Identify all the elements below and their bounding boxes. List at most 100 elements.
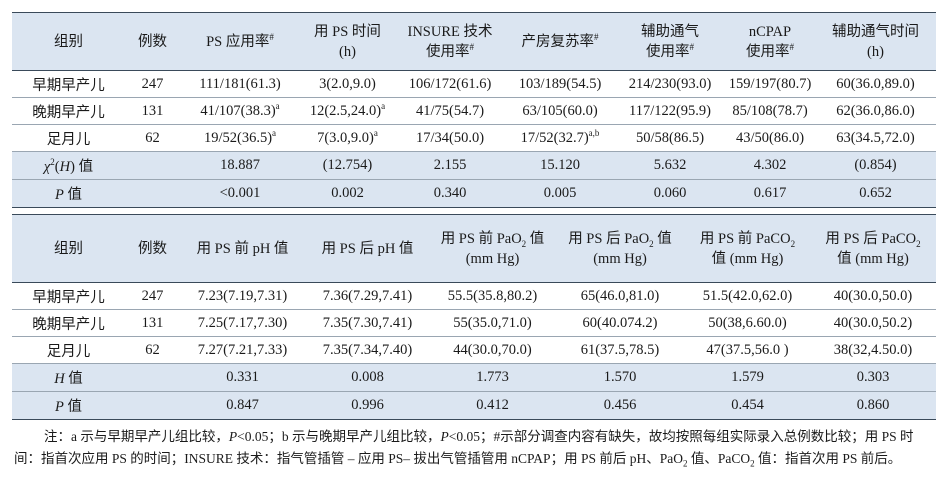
text: 晚期早产儿 [32,104,105,121]
text: 41/107(38.3) [200,102,276,119]
text: 值 [653,230,672,247]
text: 62 [145,341,160,358]
cell-line: 使用率# [397,42,503,62]
stat-row: P 值 <0.001 0.002 0.340 0.005 0.060 0.617 0.652 [12,179,936,208]
text: 1.570 [603,369,637,385]
text: 0.860 [856,397,890,413]
text: 组别 [54,33,83,50]
stat-value: 0.005 [505,179,615,208]
cell-line: H 值 [14,367,123,388]
table-cell: 61(37.5,78.5) [555,336,685,364]
text: <0.05；b 示与晚期早产儿组比较， [237,429,441,444]
text: 7(3.0,9.0) [317,129,374,146]
text: 0.060 [653,185,687,201]
sup: a,b [588,127,600,138]
text: 0.005 [543,185,577,201]
sub: 2 [521,238,527,249]
text: (h) [339,43,356,60]
text: 60(40.074.2) [582,314,658,331]
text: 注：a 示与早期早产儿组比较， [44,429,229,444]
text: 17/52(32.7) [520,129,589,146]
text: 61(37.5,78.5) [580,341,660,358]
text: 50/58(86.5) [635,129,705,146]
column-header: nCPAP 使用率# [725,12,815,71]
text: ) 值 [70,159,94,175]
text: nCPAP [748,23,792,40]
stat-value: 0.847 [180,391,305,420]
text: 使用率 [426,43,470,60]
text: 值 [526,230,545,247]
text: 0.008 [351,369,384,385]
sub: 2 [916,238,921,249]
cell-line: χ2(H) 值 [14,155,123,176]
cell-line: 辅助通气时间 [817,22,934,42]
column-header: 例数 [125,12,180,71]
stat-value: (0.854) [815,151,936,180]
text: (12.754) [322,157,373,173]
text: 5.632 [653,157,687,173]
table-cell: 62 [125,336,180,364]
table-cell: 50/58(86.5) [615,124,725,152]
italic: P [440,429,449,444]
text: 63(34.5,72.0) [836,129,915,146]
stat-value: 1.579 [685,363,810,392]
stat-label: P 值 [12,391,125,420]
italic: P [55,187,64,203]
text: 7.25(7.17,7.30) [197,314,288,331]
text: 例数 [138,33,167,50]
column-header: 用 PS 前 PaO2 值 (mm Hg) [430,214,555,283]
table-cell: 7.27(7.21,7.33) [180,336,305,364]
column-header: 例数 [125,214,180,283]
text: 值 (mm Hg) [837,250,909,267]
sub: 2 [682,458,688,469]
column-header: 用 PS 后 pH 值 [305,214,430,283]
sup: # [269,31,274,42]
table-cell: 63(34.5,72.0) [815,124,936,152]
text: (mm Hg) [593,250,647,267]
stat-value: 0.331 [180,363,305,392]
cell-line: 用 PS 前 PaO2 值 [432,229,553,249]
text: 41/75(54.7) [415,102,485,119]
text: 使用率 [746,43,790,60]
text: 19/52(36.5) [203,129,273,146]
text: 用 PS 时间 [314,23,381,40]
text: 用 PS 后 PaCO [825,230,917,247]
text: 62(36.0,86.0) [836,102,915,119]
sup: # [789,41,795,52]
stat-value: 0.008 [305,363,430,392]
empty-cell [125,179,180,208]
stat-value: 0.996 [305,391,430,420]
cell-line: 使用率# [617,42,723,62]
stat-value: 1.570 [555,363,685,392]
text: 12(2.5,24.0) [309,102,382,119]
column-header: 组别 [12,12,125,71]
table-cell: 7(3.0,9.0)a [300,124,395,152]
text: <0.001 [219,185,261,201]
text: 用 PS 后 PaO [568,230,650,247]
table-cell: 62(36.0,86.0) [815,97,936,125]
text: 18.887 [220,157,260,173]
table-cell: 47(37.5,56.0 ) [685,336,810,364]
cell-line: 辅助通气 [617,22,723,42]
text: 足月儿 [46,131,91,148]
text: 85/108(78.7) [732,102,808,119]
text: 值、PaCO [687,451,751,466]
cell-line: 17/52(32.7)a,b [507,127,613,147]
sup: # [689,41,695,52]
text: 51.5(42.0,62.0) [702,287,793,304]
stat-value: 0.652 [815,179,936,208]
text: 值：指首次用 PS 前后。 [754,451,902,466]
text: 0.847 [226,397,259,413]
text: <0.05；#示部分调查内容有缺失，故均按照每组实际录入总例数比较；用 PS 时… [14,429,914,466]
table-cell: 40(30.0,50.2) [810,309,936,337]
table-cell: 3(2.0,9.0) [300,70,395,98]
text: 值 [63,187,82,203]
cell-line: INSURE 技术 [397,22,503,42]
text: INSURE 技术 [407,23,493,40]
stat-row: χ2(H) 值 18.887 (12.754) 2.155 15.120 5.632 4.3… [12,151,936,180]
table-body: 早期早产儿 247 7.23(7.19,7.31) 7.36(7.29,7.41) 55… [12,282,936,420]
table-cell: 7.25(7.17,7.30) [180,309,305,337]
text: 47(37.5,56.0 ) [706,341,789,358]
text: 7.27(7.21,7.33) [197,341,288,358]
cell-line: 产房复苏率# [507,32,613,52]
